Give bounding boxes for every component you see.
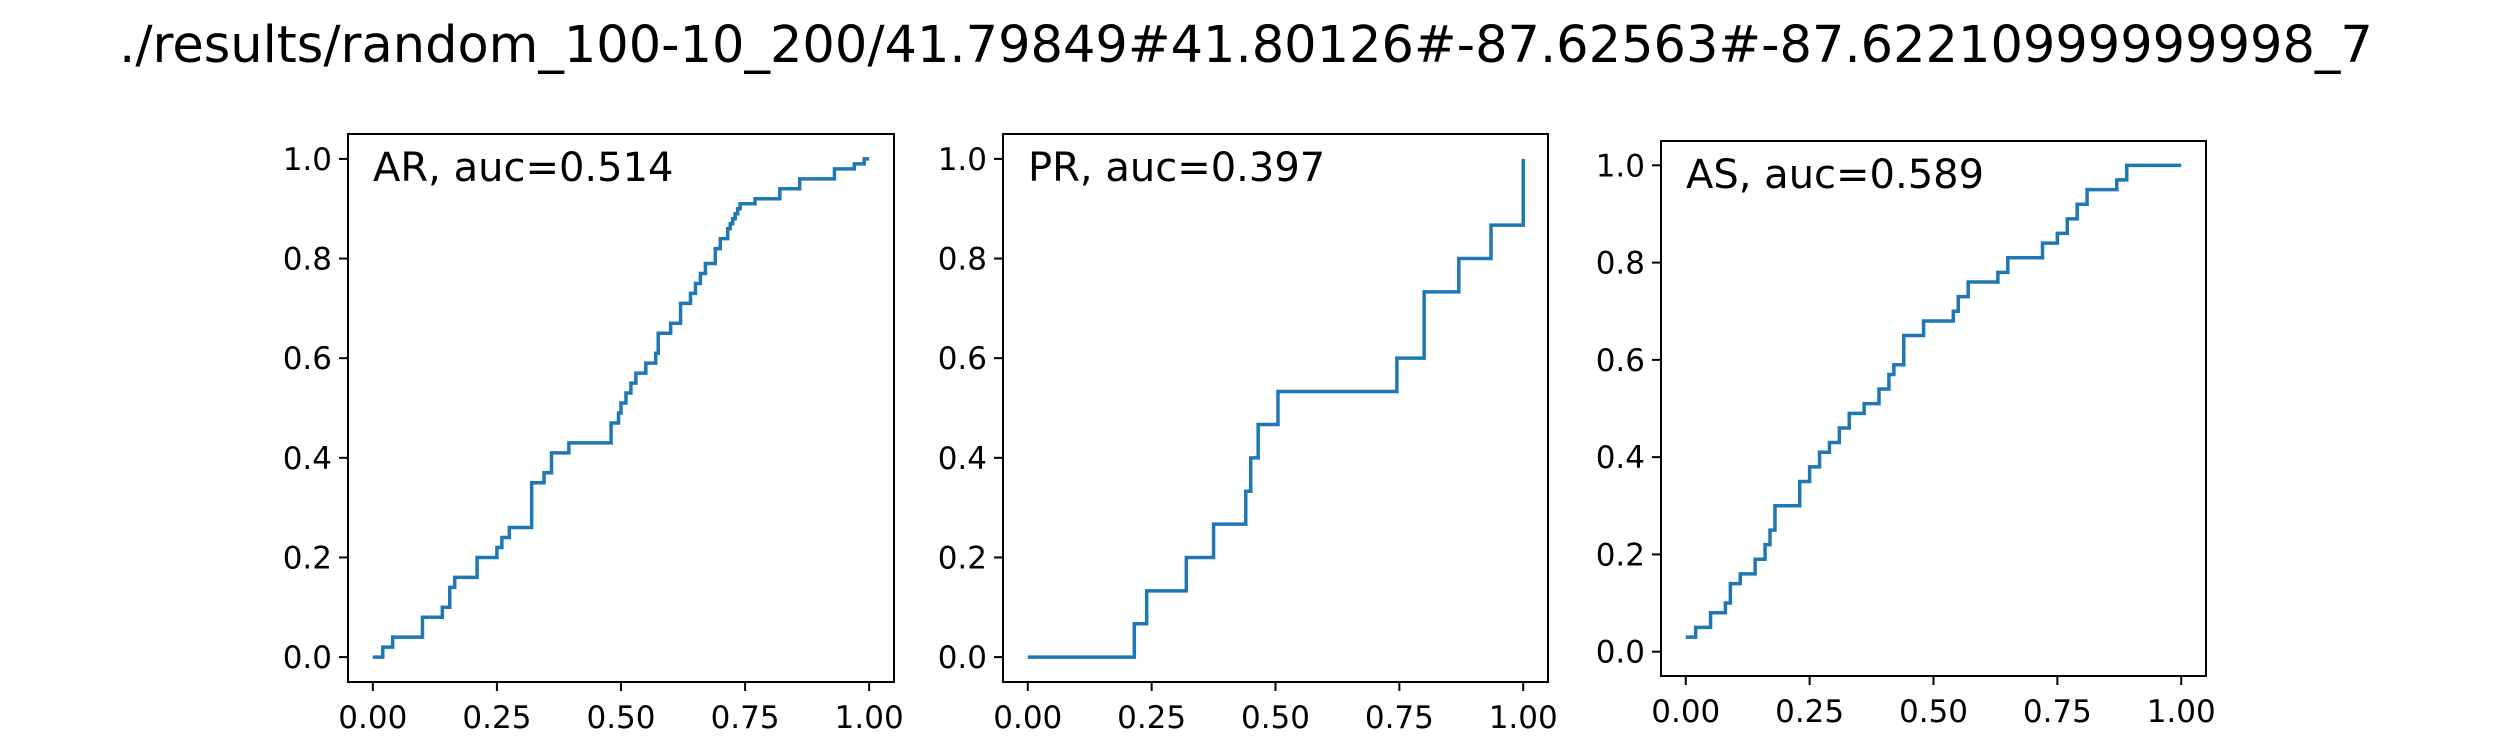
x-tick-label: 0.75 (2023, 694, 2092, 730)
y-tick-label: 0.2 (1596, 537, 1645, 573)
series-line-2-1 (1027, 158, 1525, 659)
y-tick-label: 0.0 (283, 640, 332, 676)
y-tick-label: 0.4 (1596, 440, 1645, 476)
y-tick-label: 0.6 (283, 341, 332, 377)
axes-frame (1660, 140, 2207, 677)
y-tick-label: 0.4 (938, 441, 987, 477)
panel-title: PR, auc=0.397 (1028, 145, 1325, 191)
figure-suptitle: ./results/random_100-10_200/41.79849#41.… (119, 16, 2373, 75)
panel-title: AS, auc=0.589 (1686, 152, 1984, 198)
x-tick-label: 1.00 (835, 700, 904, 736)
chart-panel-1: 0.00 0.25 0.50 0.75 1.00 0.0 0.2 0.4 0.6 0.8 1.0 AR… (283, 133, 904, 736)
y-tick-label: 1.0 (283, 142, 332, 178)
x-tick-label: 0.00 (338, 700, 407, 736)
series-line-1-1 (372, 157, 870, 659)
x-tick-label: 0.25 (1117, 700, 1186, 736)
y-tick-label: 1.0 (1596, 148, 1645, 184)
y-tick-label: 0.2 (938, 540, 987, 576)
y-tick-label: 1.0 (938, 142, 987, 178)
y-tick-label: 0.0 (1596, 635, 1645, 671)
series-line-3-1 (1685, 163, 2182, 639)
chart-panel-2: 0.00 0.25 0.50 0.75 1.00 0.0 0.2 0.4 0.6 0.8 1.0 PR… (938, 133, 1558, 736)
x-tick-label: 0.00 (993, 700, 1062, 736)
x-tick-label: 0.50 (1241, 700, 1310, 736)
y-tick-label: 0.0 (938, 640, 987, 676)
y-tick-label: 0.8 (283, 242, 332, 278)
y-tick-label: 0.8 (938, 242, 987, 278)
y-tick-label: 0.2 (283, 540, 332, 576)
panel-title: AR, auc=0.514 (373, 145, 673, 191)
x-tick-label: 0.25 (462, 700, 531, 736)
y-tick-label: 0.6 (1596, 343, 1645, 379)
y-tick-label: 0.6 (938, 341, 987, 377)
x-tick-label: 0.50 (586, 700, 655, 736)
chart-panel-3: 0.00 0.25 0.50 0.75 1.00 0.0 0.2 0.4 0.6 0.8 1.0 AS… (1596, 140, 2216, 730)
chart-panels: 0.00 0.25 0.50 0.75 1.00 0.0 0.2 0.4 0.6 0.8 1.0 AR… (283, 133, 2216, 736)
x-tick-label: 0.50 (1899, 694, 1968, 730)
x-tick-label: 1.00 (1489, 700, 1558, 736)
y-tick-label: 0.4 (283, 441, 332, 477)
x-tick-label: 0.75 (711, 700, 780, 736)
x-tick-label: 0.25 (1775, 694, 1844, 730)
axes-frame (1002, 133, 1549, 683)
x-tick-label: 0.00 (1651, 694, 1720, 730)
x-tick-label: 0.75 (1365, 700, 1434, 736)
x-tick-label: 1.00 (2147, 694, 2216, 730)
y-tick-label: 0.8 (1596, 246, 1645, 282)
